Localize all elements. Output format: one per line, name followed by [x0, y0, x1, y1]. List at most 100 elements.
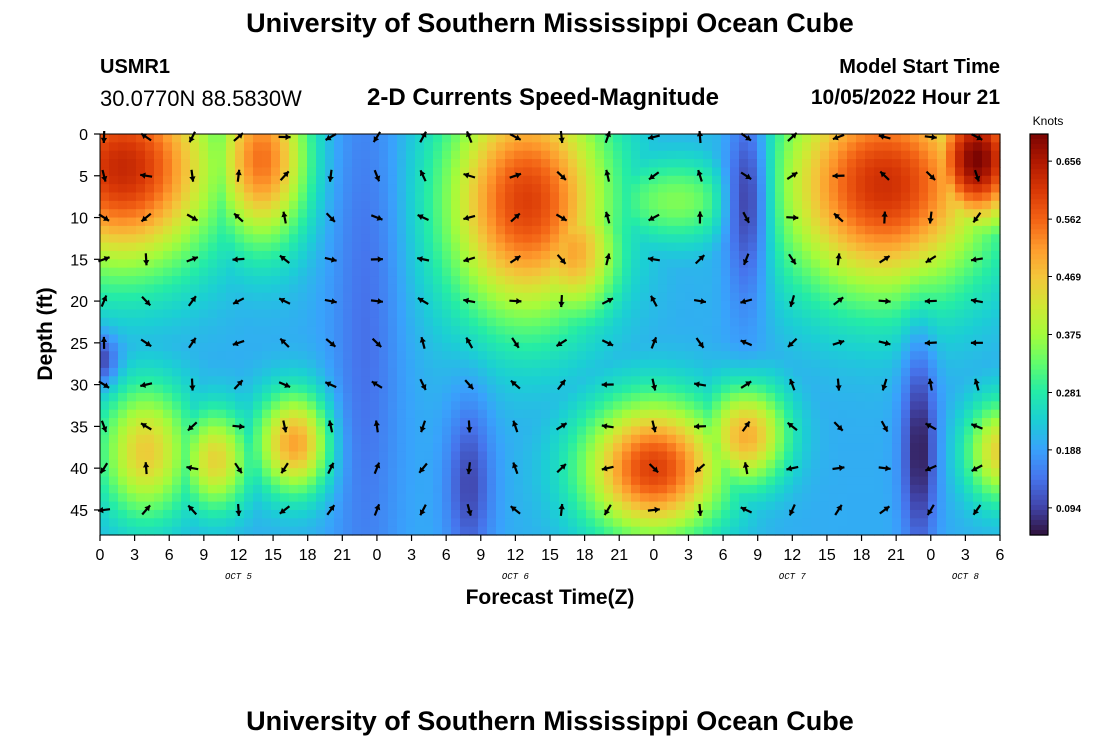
current-arrow [740, 171, 752, 181]
heatmap-cell [145, 159, 155, 169]
heatmap-cell [703, 209, 713, 219]
heatmap-cell [622, 309, 632, 319]
heatmap-cell [181, 459, 191, 469]
heatmap-cell [370, 217, 380, 227]
current-arrow [650, 336, 658, 349]
heatmap-cell [145, 493, 155, 503]
heatmap-cell [595, 526, 605, 536]
heatmap-cell [982, 384, 992, 394]
heatmap-cell [937, 401, 947, 411]
heatmap-cell [118, 200, 128, 210]
heatmap-cell [631, 200, 641, 210]
heatmap-cell [784, 301, 794, 311]
heatmap-cell [451, 418, 461, 427]
heatmap-cell [910, 418, 920, 427]
heatmap-cell [181, 209, 191, 219]
heatmap-cell [532, 242, 542, 252]
heatmap-cell [325, 167, 335, 177]
current-arrow [647, 506, 660, 513]
heatmap-cell [739, 225, 749, 235]
heatmap-cell [307, 175, 317, 185]
heatmap-cell [919, 401, 929, 411]
heatmap-cell [208, 142, 218, 152]
heatmap-cell [748, 159, 758, 169]
heatmap-cell [550, 167, 560, 177]
heatmap-cell [217, 175, 227, 185]
heatmap-cell [658, 392, 668, 402]
current-arrow [925, 170, 936, 181]
heatmap-cell [307, 468, 317, 478]
heatmap-cell [712, 493, 722, 503]
heatmap-cell [802, 259, 812, 269]
heatmap-cell [919, 317, 929, 327]
heatmap-cell [478, 476, 488, 486]
heatmap-cell [289, 234, 299, 244]
heatmap-cell [442, 301, 452, 311]
current-arrow [99, 462, 109, 474]
heatmap-cell [982, 359, 992, 369]
heatmap-cell [118, 250, 128, 260]
heatmap-cell [658, 351, 668, 361]
heatmap-cell [901, 184, 911, 194]
heatmap-cell [820, 159, 830, 169]
heatmap-cell [235, 150, 245, 160]
heatmap-cell [946, 401, 956, 411]
current-arrow [786, 465, 799, 472]
heatmap-cell [262, 526, 272, 536]
heatmap-cell [928, 418, 938, 427]
heatmap-cell [514, 200, 524, 210]
heatmap-cell [325, 476, 335, 486]
heatmap-cell [163, 342, 173, 352]
heatmap-cell [793, 200, 803, 210]
heatmap-cell [901, 418, 911, 427]
heatmap-cell [154, 284, 164, 294]
heatmap-cell [739, 267, 749, 277]
heatmap-cell [748, 367, 758, 377]
heatmap-cell [865, 384, 875, 394]
heatmap-cell [532, 493, 542, 503]
heatmap-cell [604, 167, 614, 177]
current-arrow [696, 211, 704, 224]
heatmap-cell [532, 250, 542, 260]
heatmap-cell [694, 317, 704, 327]
heatmap-cell [244, 509, 254, 519]
heatmap-cell [568, 250, 578, 260]
heatmap-cell [703, 276, 713, 285]
heatmap-cell [217, 384, 227, 394]
heatmap-cell [379, 418, 389, 427]
heatmap-cell [595, 459, 605, 469]
heatmap-cell [568, 518, 578, 528]
heatmap-cell [640, 301, 650, 311]
heatmap-cell [334, 301, 344, 311]
heatmap-cell [982, 267, 992, 277]
heatmap-cell [748, 150, 758, 160]
heatmap-cell [847, 334, 857, 344]
heatmap-cell [469, 342, 479, 352]
heatmap-cell [847, 376, 857, 386]
heatmap-cell [973, 234, 983, 244]
heatmap-cell [865, 292, 875, 302]
heatmap-cell [712, 367, 722, 377]
heatmap-cell [127, 184, 137, 194]
heatmap-cell [730, 142, 740, 152]
heatmap-cell [685, 501, 695, 511]
heatmap-cell [865, 209, 875, 219]
heatmap-cell [748, 192, 758, 202]
heatmap-cell [838, 443, 848, 453]
heatmap-cell [775, 367, 785, 377]
heatmap-cell [793, 459, 803, 469]
heatmap-cell [928, 159, 938, 169]
heatmap-cell [478, 401, 488, 411]
heatmap-cell [307, 292, 317, 302]
heatmap-cell [613, 259, 623, 269]
heatmap-cell [226, 250, 236, 260]
heatmap-cell [469, 159, 479, 169]
heatmap-cell [145, 217, 155, 227]
heatmap-cell [730, 526, 740, 536]
heatmap-cell [838, 259, 848, 269]
heatmap-cell [514, 418, 524, 427]
heatmap-cell [217, 509, 227, 519]
heatmap-cell [739, 468, 749, 478]
heatmap-cell [892, 292, 902, 302]
heatmap-cell [937, 384, 947, 394]
